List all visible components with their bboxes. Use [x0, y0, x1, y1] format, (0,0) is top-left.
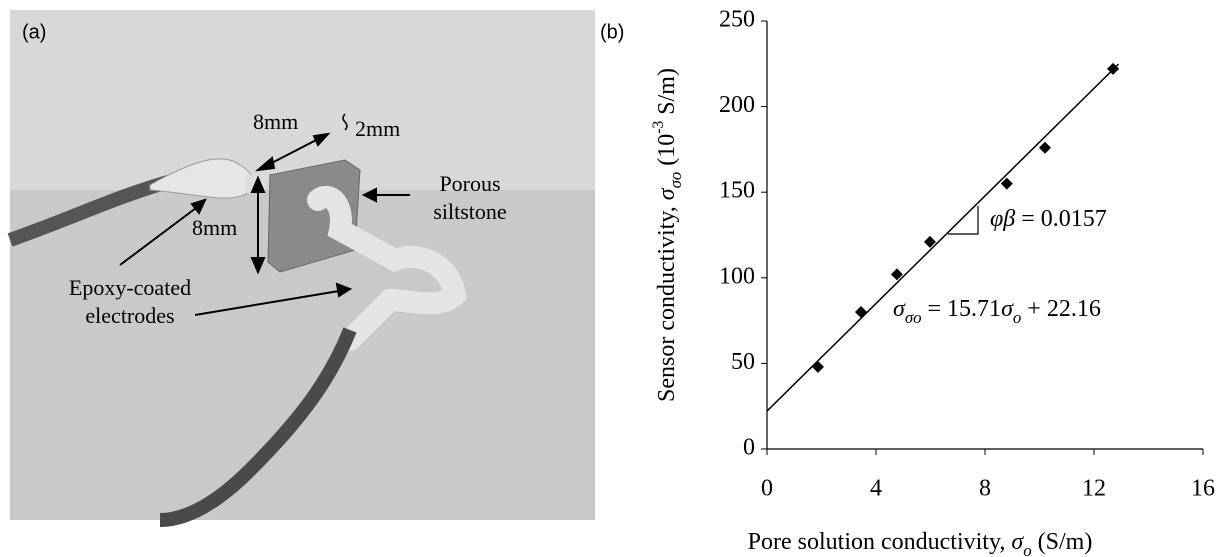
dimension-label: 8mm: [253, 109, 298, 134]
electrode: [307, 186, 467, 351]
label: Sensor conductivity, σσo (10-3 S/m): [650, 68, 685, 402]
y-tick-label: 200: [719, 92, 755, 118]
label-part: σo: [905, 308, 922, 327]
dimension-label: 2mm: [355, 116, 400, 141]
slope-marker: [948, 206, 979, 235]
wire: [159, 327, 357, 527]
label: Pore solution conductivity, σo (S/m): [748, 529, 1093, 557]
dimension-label: 8mm: [192, 215, 237, 240]
label-part: o: [1013, 308, 1021, 327]
label-part: = 0.0157: [1015, 206, 1107, 232]
y-tick-label: 100: [719, 263, 755, 289]
label: φβ = 0.0157: [990, 206, 1107, 232]
label: σσo = 15.71σo + 22.16: [893, 296, 1101, 328]
label-part: σ: [1011, 529, 1024, 555]
annotation: siltstone: [433, 199, 506, 224]
label-part: (10: [654, 134, 680, 172]
y-tick-label: 50: [731, 349, 755, 375]
data-point: [890, 268, 903, 281]
data-point: [855, 306, 868, 319]
annotation: electrodes: [85, 303, 174, 328]
photo-arrows: [119, 132, 410, 316]
data-point: [1000, 177, 1013, 190]
photo: (a) 8mm 2mm 8mm Porous siltstone Epoxy-c…: [7, 10, 595, 527]
label-part: σ: [1001, 296, 1014, 322]
photo-background-top: [10, 10, 595, 190]
label-part: S/m): [654, 68, 680, 121]
x-tick-label: 4: [870, 476, 882, 502]
thickness-mark: [342, 113, 348, 131]
label-part: = 15.71: [922, 296, 1002, 322]
label-part: Sensor conductivity,: [654, 200, 680, 402]
data-point: [811, 360, 824, 373]
x-tick-label: 8: [979, 476, 991, 502]
annotation: Porous: [439, 171, 500, 196]
y-tick-label: 250: [719, 7, 755, 33]
label-part: Pore solution conductivity,: [748, 529, 1012, 555]
x-tick-label: 16: [1191, 476, 1215, 502]
label-part: σo: [666, 172, 685, 189]
label-part: + 22.16: [1021, 296, 1101, 322]
y-tick-label: 0: [743, 435, 755, 461]
data-point: [1038, 141, 1051, 154]
data-point: [923, 235, 936, 248]
panel-label: (a): [22, 21, 46, 43]
label-part: (S/m): [1032, 529, 1093, 555]
fit-line: [766, 63, 1120, 412]
label-part: φβ: [990, 206, 1015, 232]
label-part: -3: [650, 121, 667, 134]
y-tick-label: 150: [719, 178, 755, 204]
data-point: [1107, 62, 1120, 75]
label-part: o: [1023, 541, 1031, 557]
label-part: σ: [893, 296, 906, 322]
annotation: Epoxy-coated: [69, 275, 191, 300]
x-tick-label: 0: [761, 476, 773, 502]
label-part: σ: [654, 187, 680, 200]
x-tick-label: 12: [1082, 476, 1106, 502]
panel-label: (b): [600, 21, 624, 43]
